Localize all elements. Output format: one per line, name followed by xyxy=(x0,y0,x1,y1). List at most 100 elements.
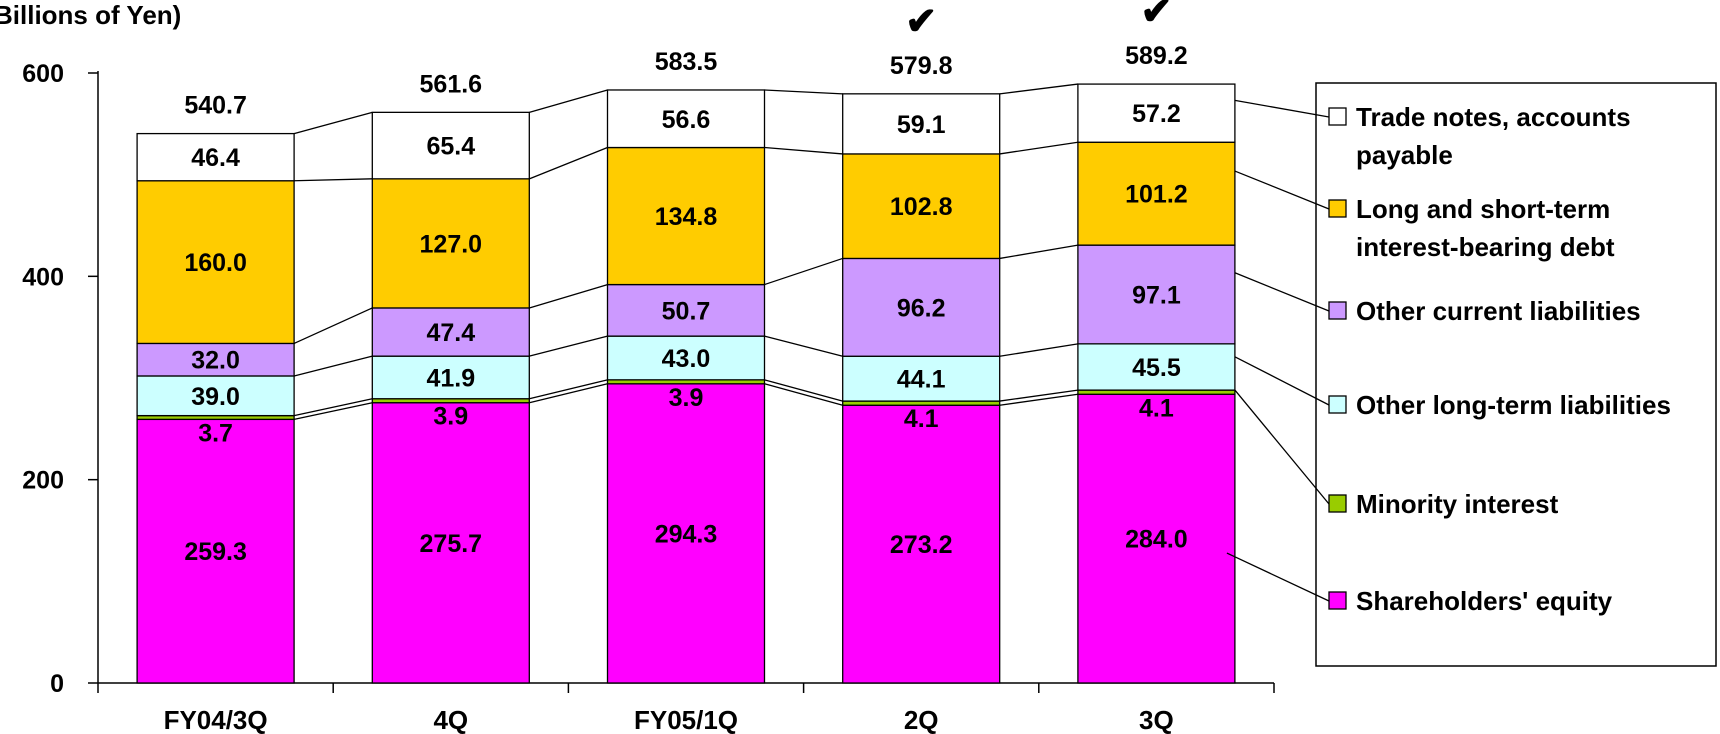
bar-segment xyxy=(371,111,530,180)
connector-line xyxy=(764,383,843,406)
check-mark-icon: ✔ xyxy=(1140,0,1172,33)
connector-line xyxy=(529,283,608,309)
connector-lines xyxy=(293,83,1079,421)
bar-segment xyxy=(842,355,1001,402)
legend-label: interest-bearing debt xyxy=(1356,232,1615,262)
data-label: 101.2 xyxy=(1125,181,1188,209)
bar-segment xyxy=(842,257,1001,357)
legend-label: Shareholders' equity xyxy=(1356,586,1613,616)
total-label: 583.5 xyxy=(655,48,718,76)
connector-line xyxy=(764,335,843,357)
connector-line xyxy=(293,402,373,421)
bar-segment xyxy=(842,404,1001,684)
data-label: 134.8 xyxy=(655,203,718,231)
connector-line xyxy=(293,111,373,135)
bar-segment xyxy=(136,132,295,182)
connector-line xyxy=(293,355,373,377)
data-label: 45.5 xyxy=(1132,354,1181,382)
connector-line xyxy=(529,89,608,113)
data-label: 284.0 xyxy=(1125,526,1188,554)
legend-swatch xyxy=(1328,395,1347,414)
data-label: 96.2 xyxy=(897,294,946,322)
bar-segment xyxy=(371,178,530,309)
y-tick-label: 600 xyxy=(22,60,64,88)
connector-line xyxy=(293,398,373,417)
y-tick-label: 0 xyxy=(50,670,64,698)
legend-swatch xyxy=(1328,301,1347,320)
bar-segment xyxy=(1077,393,1236,684)
connector-line xyxy=(999,141,1078,155)
bar-segment xyxy=(606,89,766,149)
bar-segment xyxy=(136,418,295,684)
leader-line xyxy=(1234,389,1330,505)
connector-line xyxy=(999,389,1078,402)
legend-label: Trade notes, accounts xyxy=(1356,102,1631,132)
connector-line xyxy=(999,83,1078,95)
legend-swatch xyxy=(1328,107,1347,126)
data-label: 4.1 xyxy=(904,405,939,433)
data-label: 160.0 xyxy=(184,249,247,277)
x-tick-label: 2Q xyxy=(904,705,939,734)
legend-label: Minority interest xyxy=(1356,489,1559,519)
bar-segment xyxy=(371,355,530,400)
connector-line xyxy=(764,89,843,95)
connector-line xyxy=(999,244,1079,260)
legend: Trade notes, accounts payable Long and sho… xyxy=(1226,82,1717,667)
total-label: 579.8 xyxy=(890,52,953,80)
x-tick-label: FY05/1Q xyxy=(634,705,738,734)
leader-line xyxy=(1234,170,1330,210)
data-label: 44.1 xyxy=(897,366,946,394)
legend-swatch xyxy=(1328,199,1347,218)
data-label: 3.9 xyxy=(669,384,704,412)
data-label: 43.0 xyxy=(662,345,711,373)
check-mark-icon: ✔ xyxy=(905,1,937,43)
total-label: 561.6 xyxy=(420,70,483,98)
bar-segment xyxy=(1077,83,1236,143)
legend-label: Other long-term liabilities xyxy=(1356,390,1671,420)
bar-segment xyxy=(371,307,530,357)
leader-line xyxy=(1234,99,1330,118)
data-label: 39.0 xyxy=(191,383,240,411)
data-label: 4.1 xyxy=(1139,394,1174,422)
bar-segment xyxy=(371,402,530,684)
axes: 0 200 400 600 FY04/3Q 4Q FY05/1Q 2Q 3Q xyxy=(22,60,1275,734)
bar-segment xyxy=(606,383,766,684)
bar-segment xyxy=(1077,141,1236,246)
bar-segment xyxy=(606,283,766,337)
data-label: 102.8 xyxy=(890,193,953,221)
data-label: 32.0 xyxy=(191,347,240,375)
legend-swatch xyxy=(1328,494,1347,513)
bar-segment xyxy=(606,335,766,381)
data-label: 56.6 xyxy=(662,106,711,134)
data-label: 47.4 xyxy=(426,319,475,347)
connector-line xyxy=(294,178,373,182)
x-tick-label: 3Q xyxy=(1139,705,1174,734)
data-label: 275.7 xyxy=(420,530,483,558)
data-label: 259.3 xyxy=(184,538,247,566)
data-label: 46.4 xyxy=(191,144,240,172)
connector-line xyxy=(764,146,843,155)
bar-segment xyxy=(606,146,766,286)
connector-line xyxy=(293,307,373,345)
leader-line xyxy=(1234,356,1330,406)
legend-swatch xyxy=(1328,591,1347,610)
bar-segment xyxy=(842,153,1001,260)
legend-box xyxy=(1315,82,1717,667)
data-label: 41.9 xyxy=(426,364,475,392)
data-label: 57.2 xyxy=(1132,100,1181,128)
connector-line xyxy=(999,393,1078,406)
data-label: 127.0 xyxy=(420,230,483,258)
data-label: 65.4 xyxy=(426,133,475,161)
connector-line xyxy=(529,383,608,404)
data-label: 273.2 xyxy=(890,531,953,559)
bar-segment xyxy=(1077,244,1236,345)
bar-segment xyxy=(136,180,295,345)
connector-line xyxy=(529,146,608,180)
y-tick-label: 200 xyxy=(22,467,64,495)
total-label: 540.7 xyxy=(184,92,247,120)
connector-line xyxy=(999,343,1079,357)
units-label: Billions of Yen) xyxy=(0,0,181,30)
connector-line xyxy=(529,335,608,357)
